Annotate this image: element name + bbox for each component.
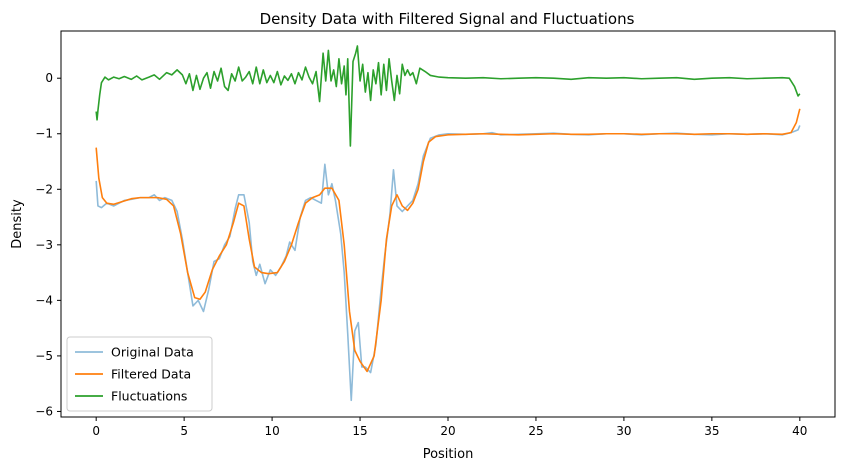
series-line-fluctuations [95,45,801,147]
x-tick-label: 10 [264,424,279,438]
y-tick-label: −6 [35,404,53,418]
y-axis-ticks: 0 −1 −2 −3 −4 −5 −6 [35,71,61,418]
y-tick-label: −5 [35,349,53,363]
plot-area [95,45,801,402]
x-tick-label: 25 [528,424,543,438]
x-axis-label: Position [423,447,474,462]
legend-label: Fluctuations [111,389,187,404]
x-tick-label: 20 [440,424,455,438]
legend-label: Filtered Data [111,367,191,382]
y-axis-label: Density [10,199,25,249]
chart-title: Density Data with Filtered Signal and Fl… [260,10,635,28]
y-tick-label: −4 [35,293,53,307]
x-tick-label: 0 [92,424,100,438]
x-tick-label: 40 [792,424,807,438]
x-tick-label: 15 [352,424,367,438]
y-tick-label: −3 [35,238,53,252]
x-tick-label: 35 [704,424,719,438]
legend: Original Data Filtered Data Fluctuations [66,336,213,412]
y-tick-label: 0 [45,71,53,85]
y-tick-label: −2 [35,182,53,196]
series-line-filtered-data [95,108,801,373]
legend-label: Original Data [111,345,194,360]
y-tick-label: −1 [35,127,53,141]
x-tick-label: 30 [616,424,631,438]
x-axis-ticks: 0 5 10 15 20 25 30 35 40 [92,417,807,438]
legend-frame [66,336,213,412]
x-tick-label: 5 [180,424,188,438]
